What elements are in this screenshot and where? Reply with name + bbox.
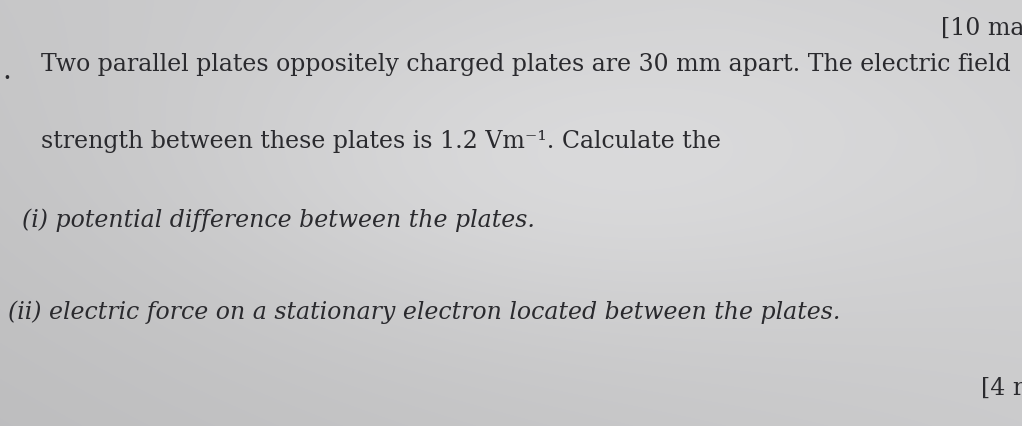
Text: .: . (2, 58, 11, 84)
Text: (ii) electric force on a stationary electron located between the plates.: (ii) electric force on a stationary elec… (8, 300, 840, 324)
Text: Two parallel plates oppositely charged plates are 30 mm apart. The electric fiel: Two parallel plates oppositely charged p… (41, 53, 1011, 76)
Text: [4 r: [4 r (981, 377, 1022, 400)
Text: strength between these plates is 1.2 Vm⁻¹. Calculate the: strength between these plates is 1.2 Vm⁻… (41, 130, 721, 153)
Text: [10 ma: [10 ma (940, 17, 1022, 40)
Text: (i) potential difference between the plates.: (i) potential difference between the pla… (22, 209, 536, 232)
